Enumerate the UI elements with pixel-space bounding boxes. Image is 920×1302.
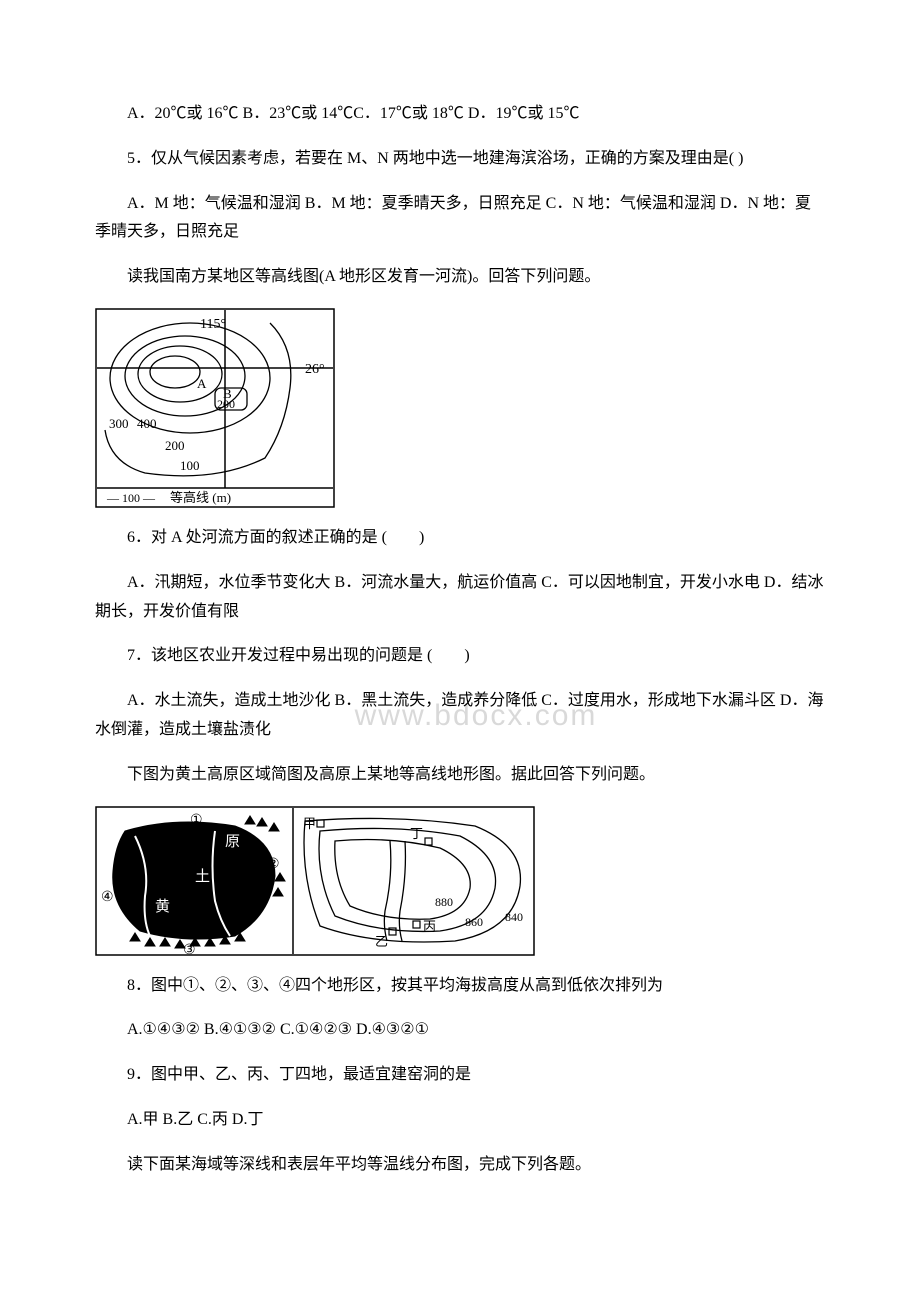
q4-options-text: A．20℃或 16℃ B．23℃或 14℃C．17℃或 18℃ D．19℃或 1… <box>127 105 579 122</box>
q7-stem: 7．该地区农业开发过程中易出现的问题是 ( ) <box>95 642 825 671</box>
map2-jia: 甲 <box>303 816 316 831</box>
q6-options-text: A．汛期短，水位季节变化大 B．河流水量大，航运价值高 C．可以因地制宜，开发小… <box>95 574 823 620</box>
map2-figure: 原 土 黄 ① ② ③ ④ 甲 乙 <box>95 806 825 956</box>
map1-figure: 115° 26° A B 200 300 400 200 100 — 100 —… <box>95 308 825 508</box>
map1-100: 100 <box>180 458 200 473</box>
map1-legend: 等高线 (m) <box>170 490 231 505</box>
map2-ding: 丁 <box>410 826 423 841</box>
map1-A: A <box>197 376 207 391</box>
q7-options-text: A．水土流失，造成土地沙化 B．黑土流失，造成养分降低 C．过度用水，形成地下水… <box>95 692 823 738</box>
q9-options: A.甲 B.乙 C.丙 D.丁 <box>95 1106 825 1135</box>
q7-options: www.bdocx.com A．水土流失，造成土地沙化 B．黑土流失，造成养分降… <box>95 687 825 745</box>
map1-200a: 200 <box>217 397 235 411</box>
q7-stem-text: 7．该地区农业开发过程中易出现的问题是 ( ) <box>127 647 470 664</box>
q9-stem: 9．图中甲、乙、丙、丁四地，最适宜建窑洞的是 <box>95 1061 825 1090</box>
map1-lat: 26° <box>305 362 325 377</box>
map1-400: 400 <box>137 416 157 431</box>
map2-860: 860 <box>465 915 483 929</box>
q9-options-text: A.甲 B.乙 C.丙 D.丁 <box>127 1111 263 1128</box>
q5-options: A．M 地：气候温和湿润 B．M 地：夏季晴天多，日照充足 C．N 地：气候温和… <box>95 190 825 248</box>
map2-n1: ① <box>190 813 203 828</box>
map2-n3: ③ <box>183 943 196 956</box>
map2-tu: 土 <box>195 868 210 885</box>
map1-200b: 200 <box>165 438 185 453</box>
q6-stem-text: 6．对 A 处河流方面的叙述正确的是 ( ) <box>127 529 424 546</box>
q8-stem-text: 8．图中①、②、③、④四个地形区，按其平均海拔高度从高到低依次排列为 <box>127 977 663 994</box>
q8-options: A.①④③② B.④①③② C.①④②③ D.④③②① <box>95 1016 825 1045</box>
q6-stem: 6．对 A 处河流方面的叙述正确的是 ( ) <box>95 524 825 553</box>
map2-huang: 黄 <box>155 898 170 915</box>
map1-intro-text: 读我国南方某地区等高线图(A 地形区发育一河流)。回答下列问题。 <box>127 268 600 285</box>
q5-options-text: A．M 地：气候温和湿润 B．M 地：夏季晴天多，日照充足 C．N 地：气候温和… <box>95 195 811 241</box>
map2-880: 880 <box>435 895 453 909</box>
map3-intro: 读下面某海域等深线和表层年平均等温线分布图，完成下列各题。 <box>95 1151 825 1180</box>
map2-intro-text: 下图为黄土高原区域简图及高原上某地等高线地形图。据此回答下列问题。 <box>127 766 655 783</box>
q5-stem-text: 5．仅从气候因素考虑，若要在 M、N 两地中选一地建海滨浴场，正确的方案及理由是… <box>127 150 743 167</box>
map2-bing: 丙 <box>423 919 436 934</box>
map2-intro: 下图为黄土高原区域简图及高原上某地等高线地形图。据此回答下列问题。 <box>95 761 825 790</box>
map1-300: 300 <box>109 416 129 431</box>
map2-n4: ④ <box>101 890 114 905</box>
q5-stem: 5．仅从气候因素考虑，若要在 M、N 两地中选一地建海滨浴场，正确的方案及理由是… <box>95 145 825 174</box>
map2-yi: 乙 <box>375 934 388 949</box>
q9-stem-text: 9．图中甲、乙、丙、丁四地，最适宜建窑洞的是 <box>127 1066 471 1083</box>
map2-840: 840 <box>505 910 523 924</box>
q6-options: A．汛期短，水位季节变化大 B．河流水量大，航运价值高 C．可以因地制宜，开发小… <box>95 569 825 627</box>
map3-intro-text: 读下面某海域等深线和表层年平均等温线分布图，完成下列各题。 <box>127 1156 591 1173</box>
q8-stem: 8．图中①、②、③、④四个地形区，按其平均海拔高度从高到低依次排列为 <box>95 972 825 1001</box>
q4-options: A．20℃或 16℃ B．23℃或 14℃C．17℃或 18℃ D．19℃或 1… <box>95 100 825 129</box>
map2-yuan: 原 <box>225 834 240 850</box>
map2-n2: ② <box>267 857 280 872</box>
svg-text:— 100 —: — 100 — <box>106 491 156 505</box>
map1-lon: 115° <box>200 317 226 332</box>
map1-intro: 读我国南方某地区等高线图(A 地形区发育一河流)。回答下列问题。 <box>95 263 825 292</box>
q8-options-text: A.①④③② B.④①③② C.①④②③ D.④③②① <box>127 1021 429 1038</box>
